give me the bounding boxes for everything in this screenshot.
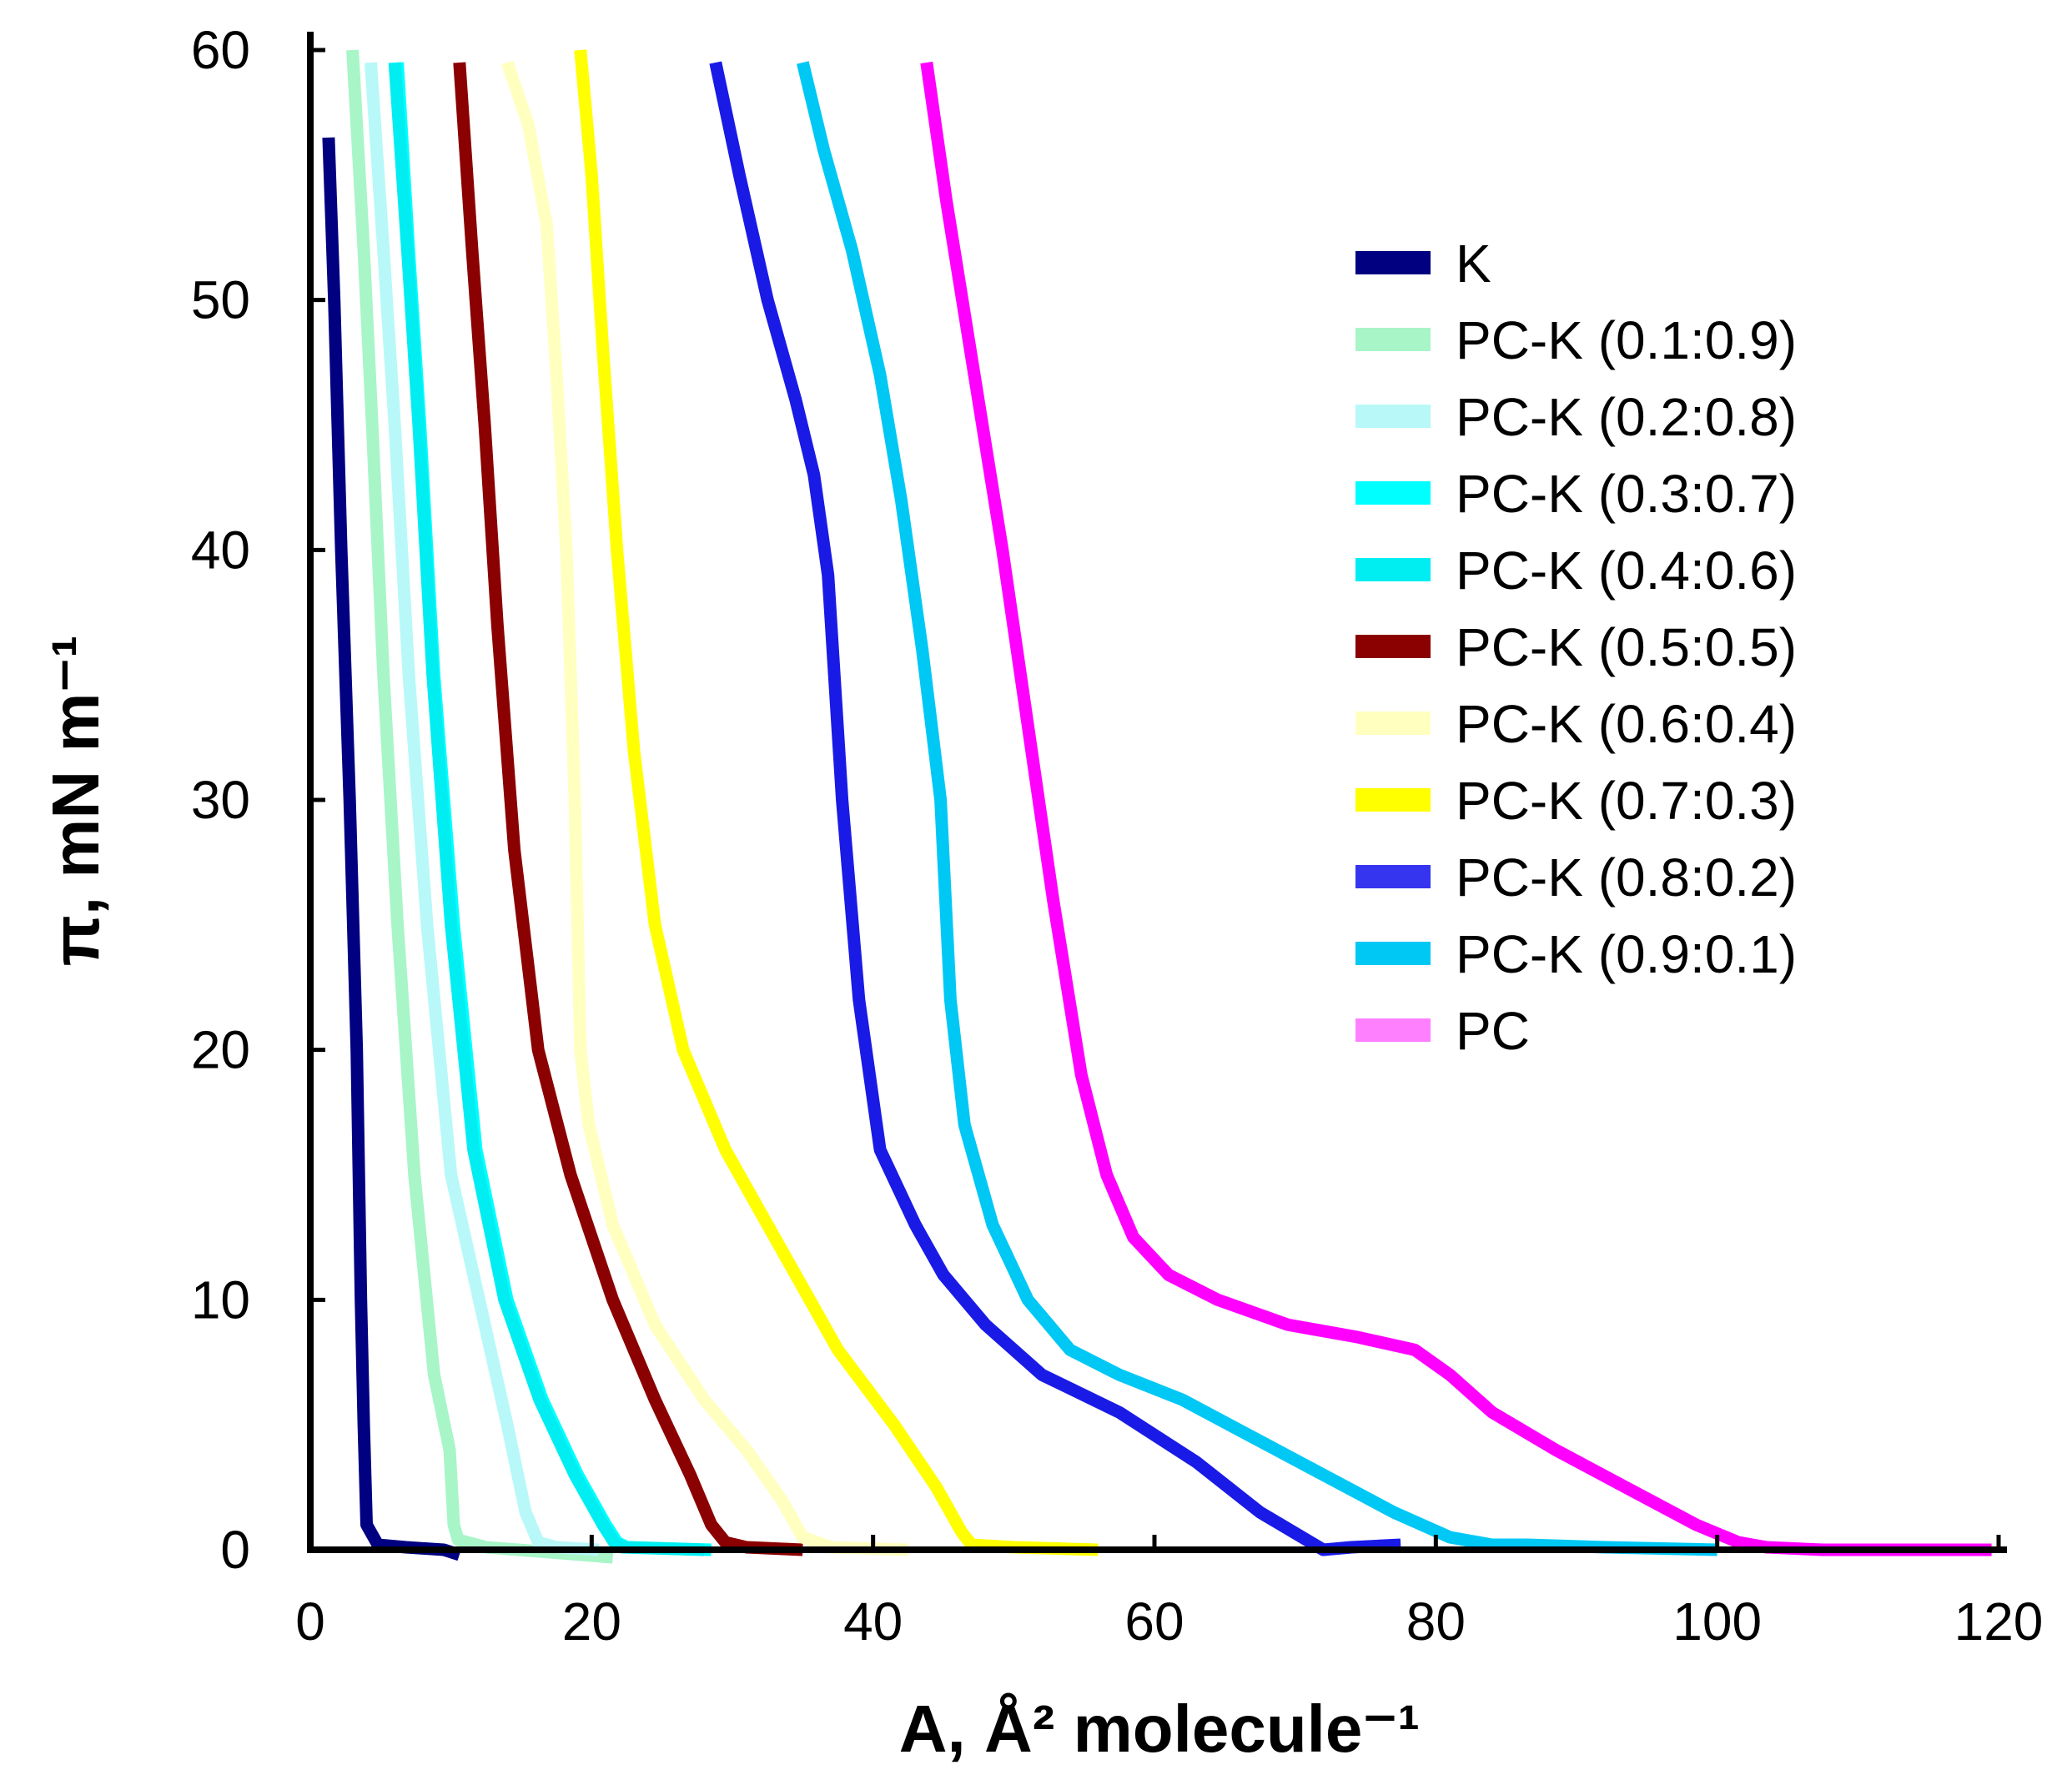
legend-swatch-pc-k-0-7-0-3 <box>1355 788 1431 812</box>
series-line-pc-k-0-8-0-2 <box>709 61 1401 1556</box>
legend-swatch-pc-k-0-5-0-5 <box>1355 635 1431 658</box>
legend-label-pc-k-0-2-0-8: PC-K (0.2:0.8) <box>1456 387 1797 447</box>
legend-swatch-pc <box>1355 1018 1431 1042</box>
x-ticks: 0 20 40 60 80 100 120 <box>295 1535 2043 1652</box>
y-tick-label: 30 <box>191 770 250 830</box>
series-line-pc <box>920 61 1992 1556</box>
series-line-pc-k-0-2-0-8 <box>365 62 600 1556</box>
y-tick-label: 0 <box>220 1520 250 1580</box>
legend-label-pc-k-0-4-0-6: PC-K (0.4:0.6) <box>1456 541 1797 601</box>
legend-label-pc-k-0-3-0-7: PC-K (0.3:0.7) <box>1456 464 1797 524</box>
series-line-pc-k-0-4-0-6 <box>388 62 705 1556</box>
legend-label-pc-k-0-5-0-5: PC-K (0.5:0.5) <box>1456 617 1797 677</box>
y-tick-label: 60 <box>191 20 250 80</box>
y-tick-label: 20 <box>191 1020 250 1080</box>
series-line-pc-k-0-1-0-9 <box>346 49 614 1564</box>
legend-label-pc-k-0-9-0-1: PC-K (0.9:0.1) <box>1456 924 1797 984</box>
series-line-pc-k-0-9-0-1 <box>797 61 1717 1556</box>
legend-label-pc-k-0-8-0-2: PC-K (0.8:0.2) <box>1456 847 1797 908</box>
y-tick-label: 10 <box>191 1270 250 1330</box>
x-tick-label: 40 <box>843 1591 903 1652</box>
series-layer <box>322 49 1992 1564</box>
y-tick-label: 40 <box>191 520 250 580</box>
legend-swatch-pc-k-0-3-0-7 <box>1355 481 1431 505</box>
legend-label-pc: PC <box>1456 1001 1530 1061</box>
legend-swatch-k <box>1355 251 1431 274</box>
x-tick-label: 20 <box>562 1591 621 1652</box>
x-axis-title: A, Å² molecule⁻¹ <box>899 1692 1421 1766</box>
legend-swatch-pc-k-0-6-0-4 <box>1355 711 1431 735</box>
x-tick-label: 120 <box>1954 1591 2044 1652</box>
legend-swatch-pc-k-0-8-0-2 <box>1355 865 1431 888</box>
legend: K PC-K (0.1:0.9) PC-K (0.2:0.8) PC-K (0.3:0… <box>1355 234 1797 1061</box>
legend-label-k: K <box>1456 234 1491 294</box>
legend-swatch-pc-k-0-2-0-8 <box>1355 405 1431 428</box>
series-line-pc-k-0-7-0-3 <box>574 49 1099 1556</box>
legend-swatch-pc-k-0-9-0-1 <box>1355 942 1431 965</box>
legend-swatch-pc-k-0-4-0-6 <box>1355 558 1431 581</box>
legend-label-pc-k-0-6-0-4: PC-K (0.6:0.4) <box>1456 694 1797 754</box>
legend-label-pc-k-0-1-0-9: PC-K (0.1:0.9) <box>1456 310 1797 370</box>
series-line-pc-k-0-6-0-4 <box>500 60 909 1556</box>
y-tick-label: 50 <box>191 270 250 330</box>
legend-swatch-pc-k-0-1-0-9 <box>1355 328 1431 351</box>
x-tick-label: 100 <box>1672 1591 1762 1652</box>
y-ticks: 0 10 20 30 40 50 60 <box>191 20 325 1580</box>
series-line-pc-k-0-5-0-5 <box>453 62 803 1556</box>
x-tick-label: 0 <box>295 1591 325 1652</box>
y-axis-title: π, mN m⁻¹ <box>38 636 113 967</box>
x-tick-label: 80 <box>1406 1591 1466 1652</box>
legend-label-pc-k-0-7-0-3: PC-K (0.7:0.3) <box>1456 771 1797 831</box>
x-tick-label: 60 <box>1124 1591 1184 1652</box>
